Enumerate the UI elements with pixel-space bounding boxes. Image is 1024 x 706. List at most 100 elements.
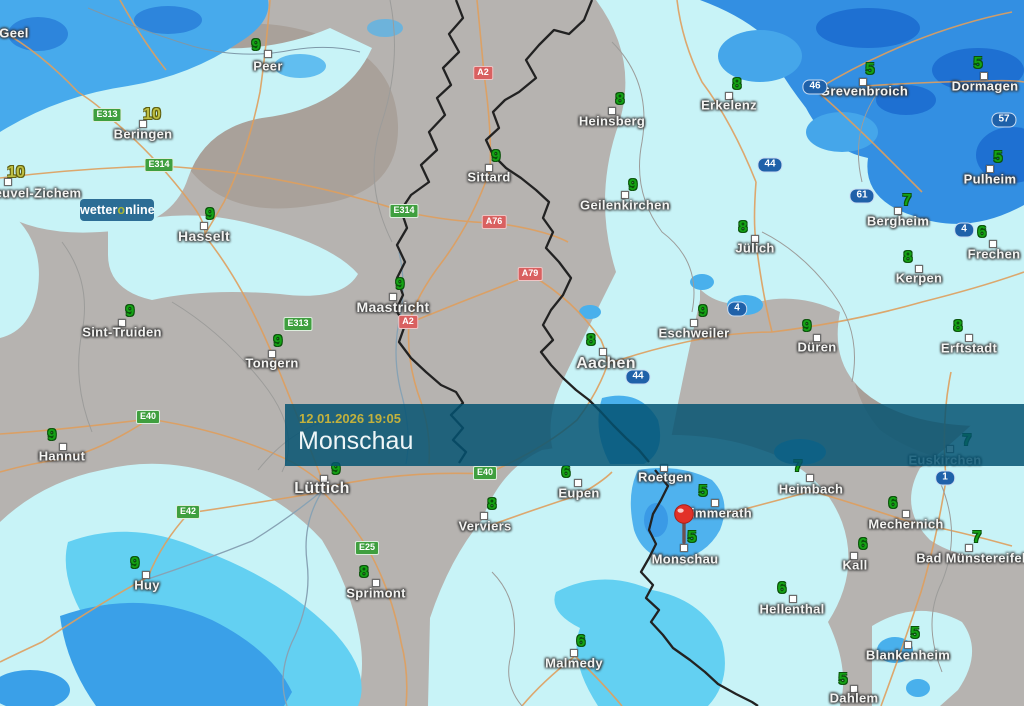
city-marker (268, 350, 276, 358)
city-label: euvel-Zichem (0, 185, 82, 201)
temperature-value: 9 (628, 177, 638, 194)
temperature-value: 8 (586, 332, 596, 349)
temperature-value: 5 (687, 529, 697, 546)
temperature-value: 9 (698, 303, 708, 320)
city-label: Heinsberg (578, 113, 646, 129)
city-label: Dormagen (951, 78, 1019, 94)
temperature-value: 7 (793, 458, 803, 475)
city-label: Grevenbroich (819, 83, 909, 99)
city-label: Hannut (38, 448, 86, 464)
road-badge-a79: A79 (517, 267, 543, 281)
temperature-value: 5 (838, 671, 848, 688)
temperature-value: 8 (359, 564, 369, 581)
banner-location-title: Monschau (298, 427, 414, 455)
city-marker (599, 348, 607, 356)
road-badge-a76: A76 (481, 215, 507, 229)
city-marker (850, 552, 858, 560)
city-marker (608, 107, 616, 115)
road-badge-4: 4 (954, 222, 974, 238)
temperature-value: 8 (732, 76, 742, 93)
city-label: Eschweiler (658, 325, 730, 341)
city-label: Frechen (967, 246, 1021, 262)
country-borders (394, 0, 759, 706)
road-badge-61: 61 (849, 188, 875, 204)
city-label: Kall (842, 557, 868, 573)
temperature-value: 9 (273, 333, 283, 350)
city-label: Peer (253, 58, 283, 74)
city-marker (725, 92, 733, 100)
city-marker (986, 165, 994, 173)
location-banner: 12.01.2026 19:05 Monschau (285, 404, 1024, 466)
road-badge-46: 46 (802, 79, 828, 95)
city-marker (621, 191, 629, 199)
city-marker (806, 474, 814, 482)
city-marker (574, 479, 582, 487)
city-label: Hasselt (178, 228, 230, 244)
city-marker (4, 178, 12, 186)
city-marker (59, 443, 67, 451)
city-label: Aachen (576, 355, 636, 372)
city-label: Tongern (245, 355, 299, 371)
temperature-value: 8 (487, 496, 497, 513)
temperature-value: 5 (910, 625, 920, 642)
city-label: Bergheim (866, 213, 930, 229)
city-label: Simmerath (682, 505, 752, 521)
city-marker (264, 50, 272, 58)
road-badge-e40: E40 (135, 410, 161, 424)
city-marker (965, 334, 973, 342)
city-label: Hellenthal (759, 601, 825, 617)
city-marker (118, 319, 126, 327)
city-marker (789, 595, 797, 603)
city-label: Dahlem (829, 690, 879, 706)
logo-text-wetter: wetter (80, 203, 118, 217)
city-label: Verviers (458, 518, 512, 534)
city-marker (813, 334, 821, 342)
city-label: Heimbach (778, 481, 844, 497)
city-label: Jülich (735, 240, 775, 256)
banner-datetime: 12.01.2026 19:05 (299, 411, 401, 426)
city-marker (989, 240, 997, 248)
city-label: Monschau (651, 551, 719, 567)
city-marker (200, 222, 208, 230)
logo-text-nline: nline (125, 203, 155, 217)
city-label: Roetgen (637, 469, 693, 485)
temperature-value: 10 (7, 164, 25, 181)
city-label: Malmedy (545, 655, 603, 671)
temperature-value: 7 (902, 192, 912, 209)
city-label: Mechernich (868, 516, 944, 532)
road-badge-e42: E42 (175, 505, 201, 519)
temperature-value: 6 (576, 633, 586, 650)
road-badge-a2: A2 (398, 315, 418, 329)
temperature-value: 5 (865, 61, 875, 78)
city-label: Lüttich (294, 480, 350, 497)
city-label: Beringen (113, 126, 173, 142)
temperature-value: 9 (130, 555, 140, 572)
temperature-value: 6 (561, 464, 571, 481)
temperature-value: 6 (858, 536, 868, 553)
temperature-value: 8 (615, 91, 625, 108)
temperature-value: 8 (953, 318, 963, 335)
road-badge-44: 44 (625, 369, 651, 385)
city-label: Blankenheim (865, 647, 951, 663)
city-label: Eupen (558, 485, 600, 501)
city-label: Erftstadt (940, 340, 998, 356)
city-marker (480, 512, 488, 520)
temperature-value: 10 (143, 106, 161, 123)
temperature-value: 9 (331, 461, 341, 478)
city-marker (389, 293, 397, 301)
city-marker (485, 164, 493, 172)
temperature-value: 5 (698, 483, 708, 500)
city-label: Maastricht (356, 299, 430, 315)
temperature-value: 9 (802, 318, 812, 335)
temperature-value: 8 (903, 249, 913, 266)
city-label: Sittard (467, 169, 511, 185)
road-badge-4: 4 (727, 301, 747, 317)
city-marker (139, 120, 147, 128)
road-badge-e314: E314 (389, 204, 419, 218)
road-badge-a2: A2 (473, 66, 493, 80)
road-badge-44: 44 (757, 157, 783, 173)
temperature-value: 9 (251, 37, 261, 54)
